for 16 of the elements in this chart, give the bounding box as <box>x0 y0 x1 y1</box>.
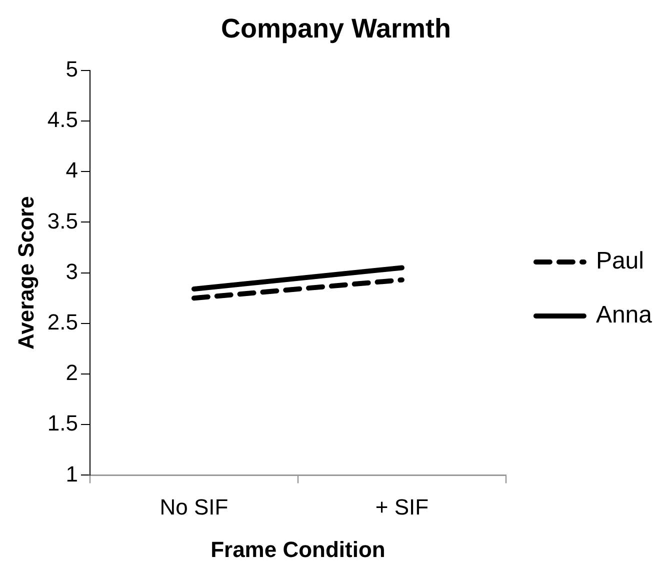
y-tick-label: 1 <box>66 461 78 486</box>
x-tick-label: + SIF <box>375 494 429 520</box>
legend-label: Paul <box>596 248 644 275</box>
y-tick-label: 3.5 <box>47 208 78 234</box>
y-tick-label: 4.5 <box>47 107 78 132</box>
y-tick-label: 5 <box>66 56 78 82</box>
legend-label: Anna <box>596 302 653 329</box>
y-tick-label: 3 <box>66 258 78 284</box>
y-tick-label: 1.5 <box>47 410 78 436</box>
chart-title: Company Warmth <box>220 14 452 44</box>
y-axis-title: Average Score <box>13 196 38 350</box>
y-tick-label: 2.5 <box>47 309 78 334</box>
y-tick-label: 2 <box>66 360 78 386</box>
x-axis-title: Frame Condition <box>210 536 386 562</box>
y-tick-label: 4 <box>66 158 78 183</box>
x-tick-label: No SIF <box>160 494 228 520</box>
